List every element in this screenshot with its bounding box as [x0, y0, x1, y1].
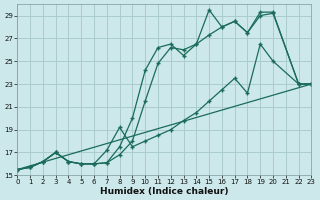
X-axis label: Humidex (Indice chaleur): Humidex (Indice chaleur)	[100, 187, 228, 196]
